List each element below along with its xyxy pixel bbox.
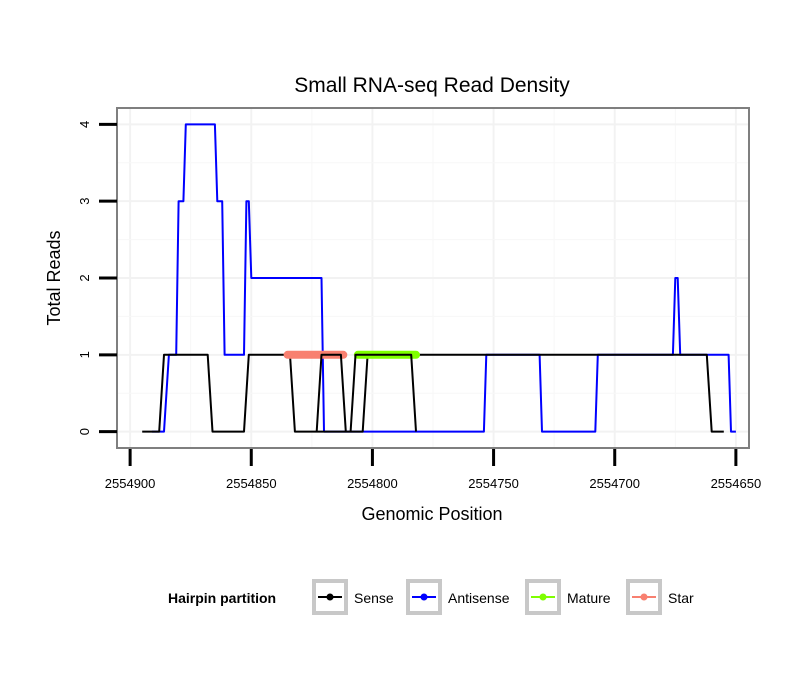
y-tick-label: 4 xyxy=(77,121,92,128)
y-tick-label: 3 xyxy=(77,198,92,205)
series-line-mature-edge xyxy=(349,353,417,432)
series-line-antisense xyxy=(151,123,736,433)
legend-item-star: Star xyxy=(626,579,694,615)
legend-dot-star xyxy=(640,593,648,601)
legend-title: Hairpin partition xyxy=(168,590,276,606)
x-tick-label: 2554750 xyxy=(468,476,519,491)
x-axis: 2554900 2554850 2554800 2554750 2554700 25546… xyxy=(105,449,761,491)
legend-label-antisense: Antisense xyxy=(448,590,510,606)
y-tick-label: 1 xyxy=(77,351,92,358)
legend: Hairpin partition Sense Antisense Mature… xyxy=(168,579,694,615)
legend-dot-sense xyxy=(326,593,334,601)
x-tick-label: 2554850 xyxy=(226,476,277,491)
x-tick-label: 2554900 xyxy=(105,476,156,491)
legend-dot-mature xyxy=(539,593,547,601)
legend-item-mature: Mature xyxy=(525,579,611,615)
y-axis: 0 1 2 3 4 xyxy=(77,121,117,435)
legend-item-antisense: Antisense xyxy=(406,579,510,615)
series-line-sense xyxy=(142,353,724,433)
legend-label-mature: Mature xyxy=(567,590,611,606)
x-axis-title: Genomic Position xyxy=(361,504,502,524)
y-tick-label: 0 xyxy=(77,428,92,435)
x-tick-label: 2554800 xyxy=(347,476,398,491)
series-layer xyxy=(142,123,736,433)
y-axis-title: Total Reads xyxy=(44,230,64,325)
legend-dot-antisense xyxy=(420,593,428,601)
legend-item-sense: Sense xyxy=(312,579,394,615)
legend-label-sense: Sense xyxy=(354,590,394,606)
x-tick-label: 2554700 xyxy=(589,476,640,491)
chart-title: Small RNA-seq Read Density xyxy=(294,74,570,97)
y-tick-label: 2 xyxy=(77,274,92,281)
x-tick-label: 2554650 xyxy=(711,476,762,491)
series-line-star-edge xyxy=(315,353,347,432)
legend-label-star: Star xyxy=(668,590,694,606)
